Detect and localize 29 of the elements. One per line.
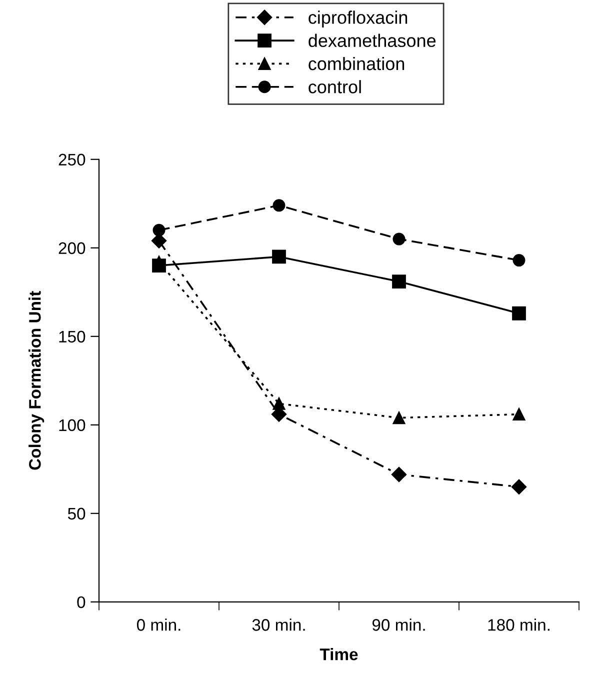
point <box>272 199 286 212</box>
point <box>511 479 527 494</box>
point <box>391 466 407 482</box>
point <box>152 224 166 236</box>
legend-label: ciprofloxacin <box>308 10 408 28</box>
point <box>392 232 406 246</box>
x-tick-label: 90 min. <box>372 618 425 631</box>
point <box>272 250 286 264</box>
y-tick-label: 150 <box>59 330 86 343</box>
point <box>152 258 166 273</box>
legend-label: control <box>308 80 361 94</box>
point <box>392 274 406 288</box>
point <box>392 412 406 424</box>
x-tick-label: 0 min. <box>136 618 180 631</box>
x-tick-label: 180 min. <box>488 618 550 631</box>
point <box>512 306 526 320</box>
x-axis-title: Time <box>320 648 358 660</box>
y-axis-title: Colony Formation Unit <box>28 291 44 470</box>
y-tick-label: 50 <box>68 508 86 520</box>
point <box>512 408 526 421</box>
point <box>272 397 286 410</box>
legend-label: combination <box>308 56 404 70</box>
x-tick-label: 30 min. <box>252 618 305 631</box>
point <box>512 254 526 267</box>
y-tick-label: 100 <box>59 419 86 432</box>
y-tick-label: 250 <box>58 154 86 166</box>
legend-label: dexamethasone <box>308 34 436 48</box>
y-tick-label: 0 <box>77 596 86 608</box>
y-tick-label: 200 <box>58 242 86 254</box>
